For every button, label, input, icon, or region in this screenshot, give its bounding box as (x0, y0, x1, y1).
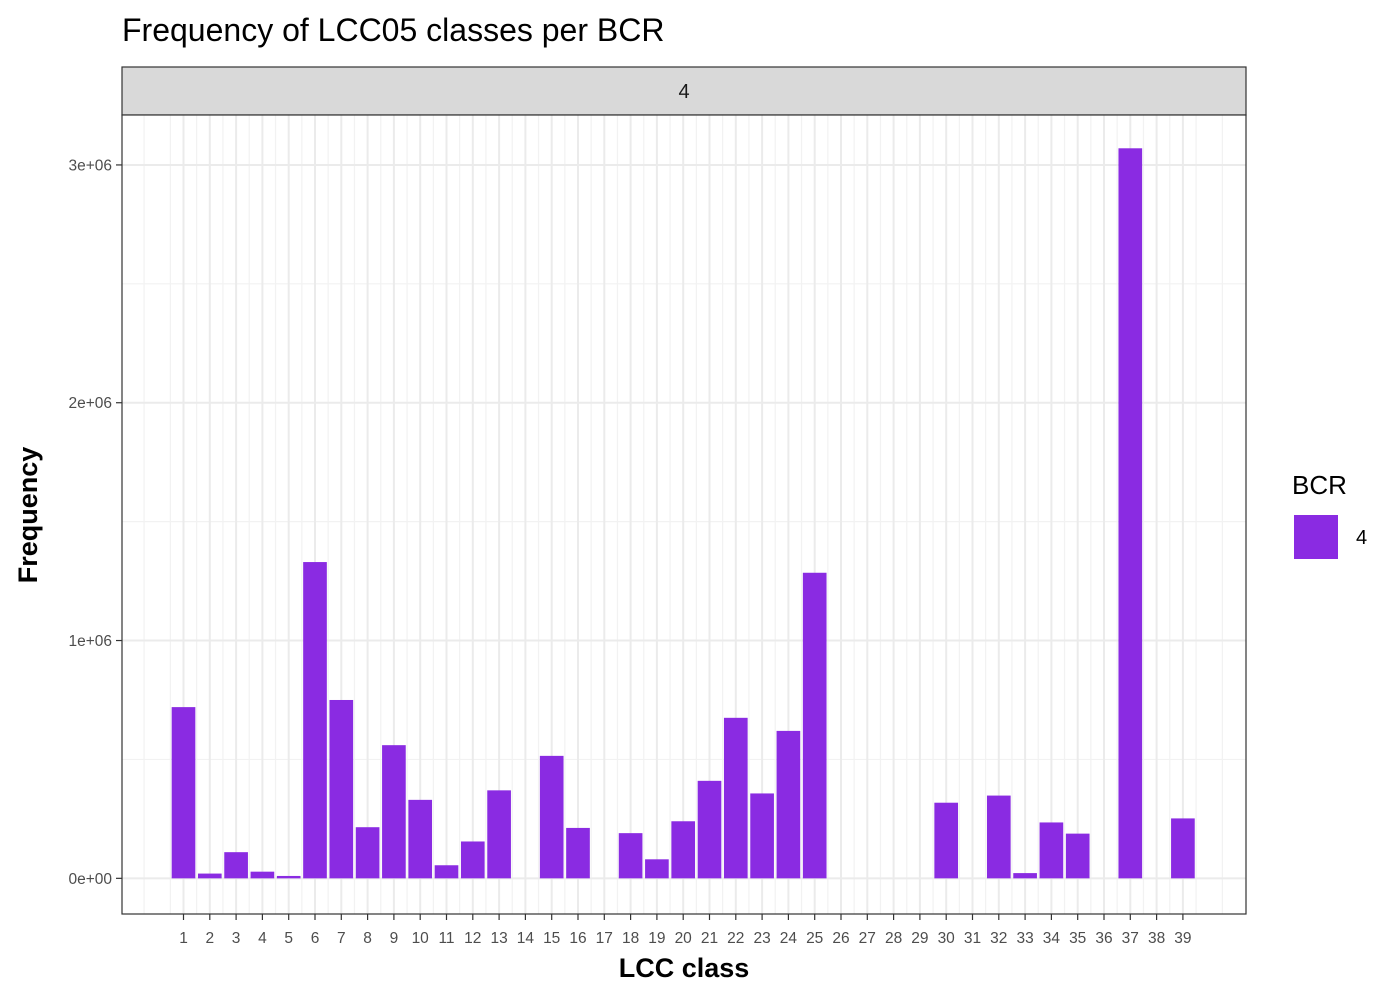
x-tick-label: 18 (622, 930, 639, 947)
grid (122, 115, 1246, 914)
y-tick-label: 2e+06 (68, 395, 112, 412)
x-tick-label: 30 (938, 930, 956, 947)
x-tick-label: 5 (284, 930, 293, 947)
bar-3 (224, 852, 248, 879)
x-tick-label: 9 (390, 930, 399, 947)
x-tick-label: 26 (832, 930, 849, 947)
facet-strip-label: 4 (678, 81, 689, 103)
x-tick-label: 11 (438, 930, 454, 947)
bar-39 (1171, 818, 1195, 879)
legend-key (1294, 515, 1338, 559)
x-tick-label: 6 (311, 930, 320, 947)
bar-4 (250, 871, 275, 879)
x-tick-label: 19 (648, 930, 665, 947)
x-tick-label: 20 (675, 930, 693, 947)
y-tick-label: 1e+06 (68, 633, 112, 650)
bar-10 (408, 799, 433, 879)
bar-23 (750, 793, 774, 879)
bar-9 (382, 745, 406, 879)
x-tick-label: 22 (727, 930, 744, 947)
x-tick-label: 14 (517, 930, 535, 947)
bar-19 (645, 859, 669, 879)
x-tick-label: 25 (806, 930, 823, 947)
bar-30 (934, 802, 959, 879)
bar-32 (986, 795, 1011, 879)
facet-strip (121, 66, 1247, 116)
x-tick-label: 7 (337, 930, 346, 947)
bar-6 (303, 562, 327, 879)
x-tick-label: 15 (543, 930, 560, 947)
x-tick-label: 39 (1174, 930, 1191, 947)
bar-25 (802, 572, 827, 879)
x-tick-label: 2 (205, 930, 214, 947)
y-axis-title: Frequency (13, 447, 43, 584)
x-tick-label: 10 (412, 930, 430, 947)
y-tick-label: 3e+06 (68, 157, 112, 174)
x-tick-label: 31 (964, 930, 981, 947)
x-tick-label: 13 (490, 930, 507, 947)
bar-8 (355, 827, 380, 879)
x-tick-label: 28 (885, 930, 902, 947)
y-axis: 0e+00 1e+06 2e+06 3e+06 (68, 157, 122, 888)
bar-20 (671, 821, 696, 879)
x-tick-label: 8 (363, 930, 372, 947)
bar-34 (1039, 822, 1064, 879)
x-tick-label: 3 (232, 930, 241, 947)
bar-15 (539, 755, 564, 879)
x-tick-label: 32 (990, 930, 1007, 947)
bar-33 (1013, 873, 1037, 879)
x-tick-label: 17 (596, 930, 613, 947)
bar-16 (566, 827, 590, 879)
x-tick-label: 23 (753, 930, 770, 947)
x-tick-label: 37 (1122, 930, 1139, 947)
bar-18 (618, 833, 643, 879)
plot-panel-border (121, 114, 1247, 915)
bar-21 (697, 780, 722, 879)
x-tick-label: 33 (1016, 930, 1033, 947)
bar-12 (460, 841, 485, 879)
bar-37 (1118, 148, 1143, 879)
bars (171, 148, 1195, 879)
bar-11 (434, 865, 459, 879)
x-tick-label: 38 (1148, 930, 1165, 947)
x-tick-label: 21 (701, 930, 718, 947)
bar-7 (329, 699, 354, 879)
legend-title: BCR (1292, 470, 1347, 500)
x-tick-label: 36 (1095, 930, 1112, 947)
bar-35 (1065, 833, 1090, 879)
x-tick-label: 29 (911, 930, 928, 947)
x-axis-title: LCC class (619, 953, 750, 983)
bar-13 (487, 790, 511, 879)
x-axis: 1 2 3 4 5 6 7 8 9 10 11 12 13 14 15 16 17 18 19 20 21 22 23 24 2… (179, 914, 1192, 947)
legend: BCR 4 (1292, 470, 1367, 559)
x-tick-label: 34 (1043, 930, 1061, 947)
bar-2 (197, 873, 222, 879)
bar-24 (776, 730, 801, 879)
x-tick-label: 24 (780, 930, 798, 947)
x-tick-label: 16 (569, 930, 586, 947)
x-tick-label: 12 (464, 930, 481, 947)
legend-label: 4 (1356, 527, 1367, 549)
x-tick-label: 4 (258, 930, 267, 947)
x-tick-label: 35 (1069, 930, 1086, 947)
x-tick-label: 1 (179, 930, 188, 947)
bar-5 (276, 875, 301, 879)
bar-22 (723, 717, 748, 879)
bar-1 (171, 707, 196, 879)
y-tick-label: 0e+00 (68, 871, 112, 888)
chart-title: Frequency of LCC05 classes per BCR (122, 12, 664, 48)
x-tick-label: 27 (859, 930, 876, 947)
